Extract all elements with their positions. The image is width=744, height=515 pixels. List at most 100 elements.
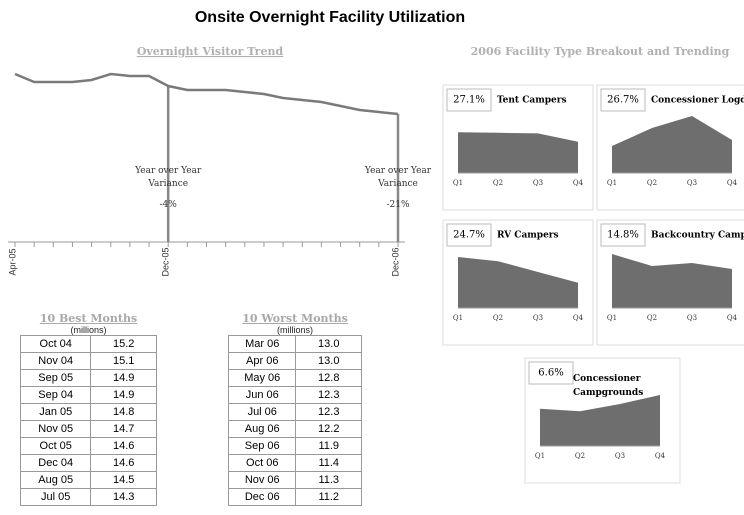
trend-title: Overnight Visitor Trend: [137, 45, 284, 58]
value-cell: 12.8: [295, 369, 362, 387]
value-cell: 14.9: [90, 369, 157, 387]
table-row: Jun 06 12.3: [227, 386, 362, 404]
x-tick-label: Q1: [607, 314, 617, 322]
value-cell: 14.6: [90, 454, 157, 472]
table-row: Oct 06 11.4: [227, 454, 362, 472]
month-cell: Dec 06: [227, 488, 297, 506]
value-cell: 14.5: [90, 471, 157, 489]
table-row: Oct 04 15.2: [19, 335, 157, 353]
table-row: Oct 05 14.6: [19, 437, 157, 455]
x-tick-label: Q3: [687, 314, 697, 322]
table: Oct 04 15.2 Nov 04 15.1 Sep 05 14.9 Sep 04 14.9…: [19, 335, 157, 506]
month-cell: Nov 06: [227, 471, 297, 489]
value-cell: 12.3: [295, 403, 362, 421]
share-label: 26.7%: [607, 95, 639, 106]
month-cell: Mar 06: [227, 335, 297, 353]
x-tick-label: Q3: [533, 179, 543, 187]
table-row: Jul 06 12.3: [227, 403, 362, 421]
x-tick-label: Q2: [493, 314, 503, 322]
x-tick-label: Q4: [573, 179, 584, 187]
x-tick-label: Q1: [453, 314, 463, 322]
table-block: 10 Best Months (millions) Oct 04 15.2 Nov 04…: [19, 312, 157, 506]
month-cell: Jan 05: [19, 403, 92, 421]
x-tick-label: Q4: [573, 314, 584, 322]
month-cell: May 06: [227, 369, 297, 387]
share-box: [528, 361, 574, 385]
month-cell: Oct 04: [19, 335, 92, 353]
value-cell: 14.9: [90, 386, 157, 404]
x-tick-label: Q4: [727, 179, 738, 187]
x-tick-label: Q1: [607, 179, 617, 187]
month-cell: Jul 06: [227, 403, 297, 421]
table-row: Dec 06 11.2: [227, 488, 362, 506]
month-cell: Dec 04: [19, 454, 92, 472]
value-cell: 11.3: [295, 471, 362, 489]
table-row: May 06 12.8: [227, 369, 362, 387]
x-tick-label: Q4: [727, 314, 738, 322]
value-cell: 15.2: [90, 335, 157, 353]
x-tick-label: Q3: [615, 452, 625, 460]
value-cell: 14.7: [90, 420, 157, 438]
annotation: Year over Year Variance -4%: [126, 165, 210, 212]
month-cell: Oct 06: [227, 454, 297, 472]
table-row: Aug 05 14.5: [19, 471, 157, 489]
annotation-value: -21%: [386, 200, 410, 210]
x-tick-label: Q3: [687, 179, 697, 187]
annotation: Year over Year Variance -21%: [356, 165, 440, 212]
panel-title: Concessioner Campgrounds: [573, 374, 644, 398]
table-row: Sep 04 14.9: [19, 386, 157, 404]
area: [540, 395, 660, 446]
table-row: Nov 05 14.7: [19, 420, 157, 438]
share-box: [600, 223, 646, 247]
table-row: Sep 06 11.9: [227, 437, 362, 455]
share-box: [446, 223, 492, 247]
area: [458, 132, 578, 173]
value-cell: 12.3: [295, 386, 362, 404]
area: [612, 116, 732, 173]
value-cell: 11.2: [295, 488, 362, 506]
month-cell: Aug 05: [19, 471, 92, 489]
x-tick-label: Q2: [493, 179, 503, 187]
table-row: Aug 06 12.2: [227, 420, 362, 438]
value-cell: 13.0: [295, 352, 362, 370]
value-cell: 12.2: [295, 420, 362, 438]
breakout-title: 2006 Facility Type Breakout and Trending: [471, 45, 730, 58]
month-cell: Aug 06: [227, 420, 297, 438]
share-label: 24.7%: [453, 230, 485, 241]
annotation-value: -4%: [159, 200, 177, 210]
panel-title: Concessioner Logding: [651, 96, 744, 106]
x-tick-label: Q3: [533, 314, 543, 322]
month-cell: Nov 05: [19, 420, 92, 438]
month-cell: Sep 05: [19, 369, 92, 387]
x-tick-label: Apr-05: [7, 248, 17, 275]
panel-title: Tent Campers: [497, 96, 567, 106]
x-tick-label: Q2: [647, 179, 657, 187]
trend-line: [14, 72, 399, 116]
table-block: 10 Worst Months (millions) Mar 06 13.0 Apr 0…: [227, 312, 362, 506]
value-cell: 11.4: [295, 454, 362, 472]
month-cell: Jul 05: [19, 488, 92, 506]
value-cell: 15.1: [90, 352, 157, 370]
table-row: Dec 04 14.6: [19, 454, 157, 472]
x-tick-label: Q2: [647, 314, 657, 322]
month-cell: Jun 06: [227, 386, 297, 404]
month-cell: Oct 05: [19, 437, 92, 455]
share-label: 14.8%: [607, 230, 639, 241]
table-row: Sep 05 14.9: [19, 369, 157, 387]
area: [612, 254, 732, 308]
value-cell: 14.6: [90, 437, 157, 455]
table-row: Jan 05 14.8: [19, 403, 157, 421]
x-tick-label: Dec-05: [161, 247, 171, 276]
value-cell: 11.9: [295, 437, 362, 455]
page-title: Onsite Overnight Facility Utilization: [195, 9, 465, 26]
value-cell: 14.8: [90, 403, 157, 421]
month-cell: Sep 06: [227, 437, 297, 455]
table-title: 10 Best Months: [39, 312, 138, 325]
value-cell: 14.3: [90, 488, 157, 506]
table-row: Nov 04 15.1: [19, 352, 157, 370]
table-row: Mar 06 13.0: [227, 335, 362, 353]
panel-title: RV Campers: [497, 231, 559, 241]
table-title: 10 Worst Months: [242, 312, 348, 325]
